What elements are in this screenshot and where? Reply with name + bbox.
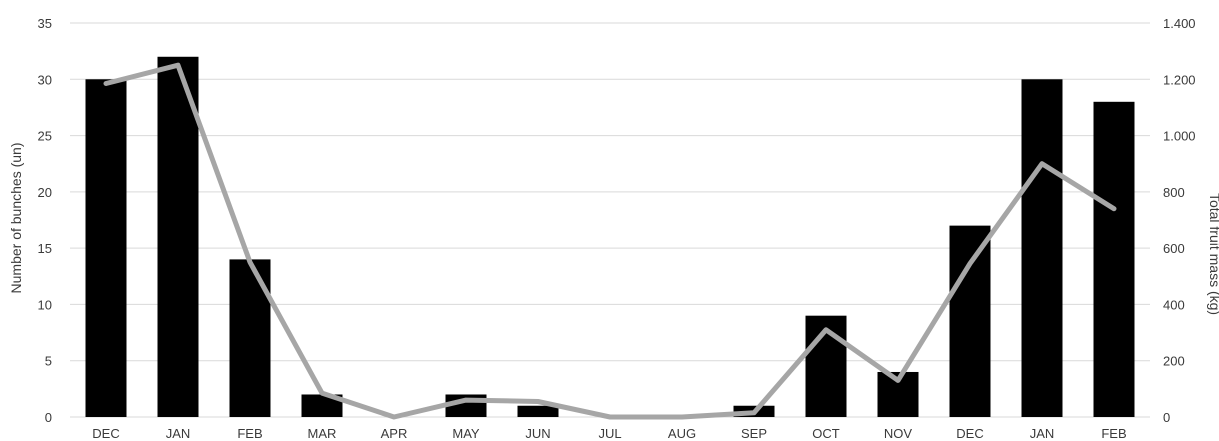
x-tick-label: JUL <box>598 426 621 441</box>
bar <box>157 56 199 418</box>
y-tick-label: 25 <box>38 129 52 144</box>
bar <box>229 259 271 417</box>
x-tick-label: JUN <box>525 426 550 441</box>
x-tick-label: MAR <box>308 426 337 441</box>
x-tick-label: DEC <box>956 426 983 441</box>
x-tick-label: MAY <box>452 426 480 441</box>
x-tick-label: DEC <box>92 426 119 441</box>
y2-tick-label: 800 <box>1163 185 1185 200</box>
y-tick-label: 5 <box>45 354 52 369</box>
y-tick-label: 35 <box>38 16 52 31</box>
x-tick-label: NOV <box>884 426 913 441</box>
left-axis-ticks: 0 5 10 15 20 25 30 35 <box>38 16 52 425</box>
y2-tick-label: 0 <box>1163 410 1170 425</box>
y2-tick-label: 600 <box>1163 241 1185 256</box>
y2-tick-label: 1.400 <box>1163 16 1196 31</box>
y-tick-label: 0 <box>45 410 52 425</box>
y-tick-label: 15 <box>38 241 52 256</box>
bar-series <box>85 56 1135 418</box>
y-tick-label: 30 <box>38 72 52 87</box>
right-axis-ticks: 0 200 400 600 800 1.000 1.200 1.400 <box>1163 16 1196 425</box>
y2-tick-label: 1.000 <box>1163 129 1196 144</box>
x-tick-label: SEP <box>741 426 767 441</box>
x-tick-label: FEB <box>1101 426 1126 441</box>
y2-axis-title: Total fruit mass (kg) <box>1207 193 1219 315</box>
x-tick-label: APR <box>381 426 408 441</box>
x-tick-label: JAN <box>1030 426 1055 441</box>
bar <box>85 79 127 418</box>
bar <box>301 394 343 417</box>
y-axis-title: Number of bunches (un) <box>8 143 24 294</box>
bar <box>949 225 991 417</box>
y2-tick-label: 200 <box>1163 354 1185 369</box>
line-series <box>103 62 1117 420</box>
bar <box>517 405 559 417</box>
bar <box>1093 101 1135 418</box>
x-tick-label: FEB <box>237 426 262 441</box>
x-tick-label: AUG <box>668 426 696 441</box>
y-tick-label: 20 <box>38 185 52 200</box>
x-tick-label: JAN <box>166 426 191 441</box>
bar <box>1021 79 1063 418</box>
y-tick-label: 10 <box>38 297 52 312</box>
y2-tick-label: 1.200 <box>1163 72 1196 87</box>
y2-tick-label: 400 <box>1163 297 1185 312</box>
x-tick-label: OCT <box>812 426 840 441</box>
x-axis-ticks: DEC JAN FEB MAR APR MAY JUN JUL AUG SEP OCT NOV DEC J… <box>92 426 1126 441</box>
